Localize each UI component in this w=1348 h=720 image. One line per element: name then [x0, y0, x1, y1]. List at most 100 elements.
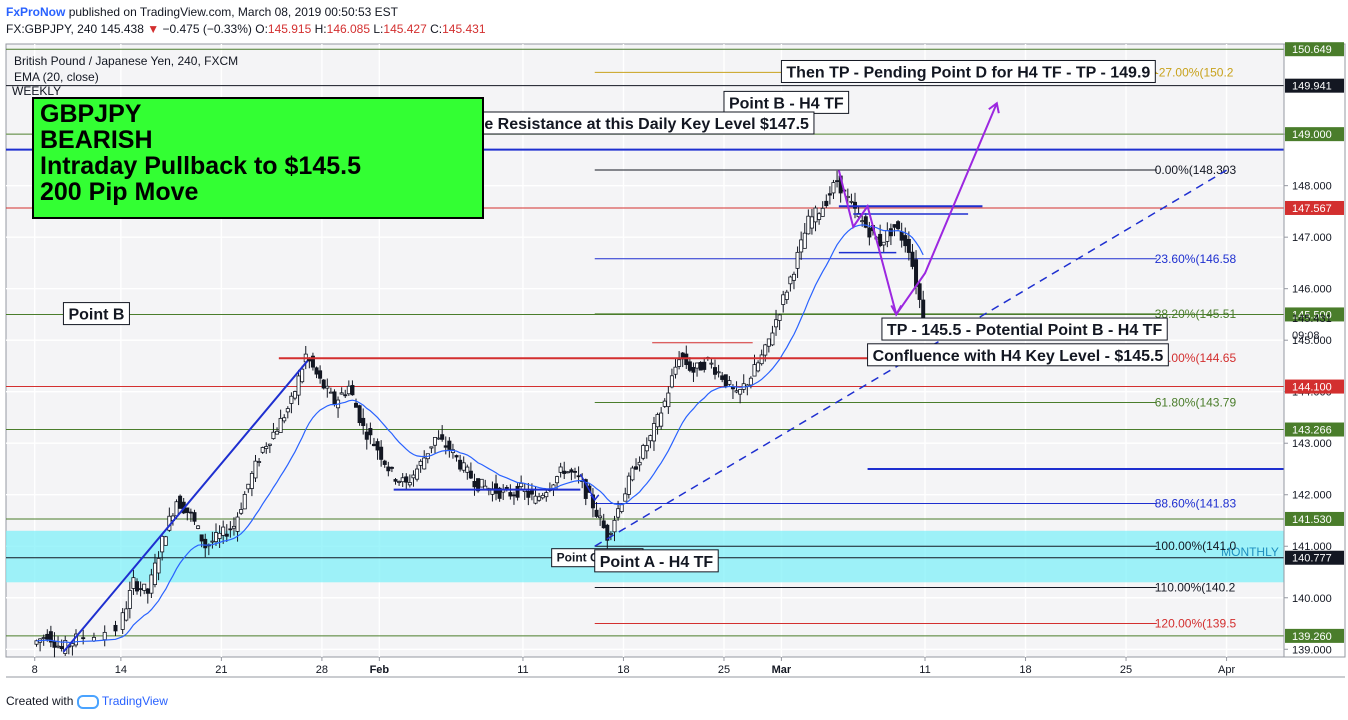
- candle-body: [185, 507, 190, 513]
- candle-body: [357, 405, 362, 424]
- price-scale-extra: 09:08: [1292, 330, 1320, 342]
- price-scale-extra: 145.431: [1292, 313, 1332, 325]
- candle-body: [375, 441, 380, 451]
- candle-body: [149, 574, 154, 594]
- candle-body: [479, 478, 484, 488]
- candle-body: [759, 354, 764, 365]
- candle-body: [763, 344, 768, 356]
- candle-body: [881, 241, 886, 246]
- price-level-tag: [1285, 550, 1344, 565]
- candle-body: [817, 213, 822, 220]
- projection-arrowhead-icon: [890, 304, 903, 317]
- candle-body: [210, 540, 215, 543]
- candle-body: [770, 332, 775, 346]
- candle-body: [389, 466, 394, 469]
- time-tick-label: 28: [316, 664, 328, 676]
- open-label: O:: [255, 22, 268, 36]
- candle-body: [260, 447, 265, 453]
- candle-body: [393, 479, 398, 482]
- candle-body: [368, 428, 373, 436]
- monthly-label: MONTHLY: [1221, 545, 1279, 559]
- candle-body: [196, 525, 201, 529]
- annotation-box: Confluence with H4 Key Level - $145.5: [867, 343, 1169, 367]
- candle-body: [802, 232, 807, 249]
- high-value: 146.085: [326, 22, 371, 36]
- candle-body: [795, 251, 800, 269]
- candle-body: [820, 207, 825, 217]
- annotation-box: Possible Resistance at this Daily Key Le…: [421, 111, 815, 135]
- candle-body: [781, 294, 786, 305]
- candle-body: [659, 412, 664, 427]
- candle-body: [515, 485, 520, 498]
- candle-body: [124, 608, 129, 621]
- candle-body: [397, 481, 402, 483]
- candle-body: [214, 532, 219, 543]
- candle-body: [242, 493, 247, 510]
- candle-body: [863, 216, 868, 228]
- tradingview-link[interactable]: TradingView: [101, 694, 168, 708]
- author-link[interactable]: FxProNow: [6, 5, 66, 19]
- annotation-box: Point B - H4 TF: [723, 90, 850, 114]
- price-tick-label: 148.000: [1292, 181, 1332, 193]
- candle-body: [917, 283, 922, 300]
- candle-body: [156, 558, 161, 574]
- candle-body: [716, 371, 721, 374]
- candle-body: [440, 434, 445, 440]
- fib-level-label: 100.00%(141.0: [1155, 539, 1237, 553]
- candle-body: [892, 224, 897, 228]
- annotation-text: Point B - H4 TF: [729, 95, 844, 112]
- time-tick-label: 11: [919, 664, 930, 676]
- candle-body: [192, 512, 197, 522]
- candle-body: [447, 440, 452, 450]
- candle-body: [878, 233, 883, 247]
- candle-body: [432, 437, 437, 446]
- price-level-tag: [1285, 127, 1344, 142]
- annotation-text: Point A - H4 TF: [600, 554, 714, 571]
- candle-body: [914, 259, 919, 287]
- candle-body: [472, 481, 477, 488]
- time-tick-label: 14: [115, 664, 127, 676]
- candle-body: [677, 359, 682, 367]
- candle-body: [605, 524, 610, 541]
- banner-line: BEARISH: [40, 126, 153, 154]
- candle-body: [508, 492, 513, 497]
- candle-body: [885, 230, 890, 242]
- candle-body: [648, 435, 653, 442]
- candle-body: [626, 475, 631, 495]
- candle-body: [131, 577, 136, 589]
- candle-body: [436, 437, 441, 440]
- fib-level-label: 23.60%(146.58: [1155, 252, 1237, 266]
- candle-body: [695, 362, 700, 369]
- high-label: H:: [314, 22, 327, 36]
- price-level-tag: [1285, 42, 1344, 57]
- candle-body: [102, 631, 107, 641]
- candle-body: [56, 645, 61, 648]
- annotation-box: Then TP - Pending Point D for H4 TF - TP…: [780, 59, 1156, 83]
- price-level-tag: [1285, 200, 1344, 215]
- candle-body: [529, 490, 534, 495]
- candle-body: [325, 385, 330, 389]
- close-label: C:: [430, 22, 443, 36]
- candle-body: [429, 446, 434, 449]
- candle-body: [127, 590, 132, 609]
- candle-body: [454, 455, 459, 458]
- last-price: 145.438: [100, 22, 144, 36]
- legend-indicator: EMA (20, close): [14, 70, 99, 84]
- candle-body: [655, 414, 660, 428]
- annotation-frame: [867, 343, 1169, 367]
- candle-body: [888, 228, 893, 237]
- time-tick-label: 8: [32, 664, 38, 676]
- banner-line: 200 Pip Move: [40, 178, 199, 206]
- candle-body: [354, 402, 359, 408]
- down-arrow-icon: [579, 473, 600, 502]
- candle-body: [382, 460, 387, 465]
- candle-body: [777, 314, 782, 321]
- candle-body: [203, 538, 208, 549]
- candle-body: [332, 391, 337, 405]
- candle-body: [318, 370, 323, 379]
- time-tick-label: 11: [517, 664, 528, 676]
- banner-line: Intraday Pullback to $145.5: [40, 152, 361, 180]
- candle-body: [590, 494, 595, 509]
- candle-body: [163, 536, 168, 546]
